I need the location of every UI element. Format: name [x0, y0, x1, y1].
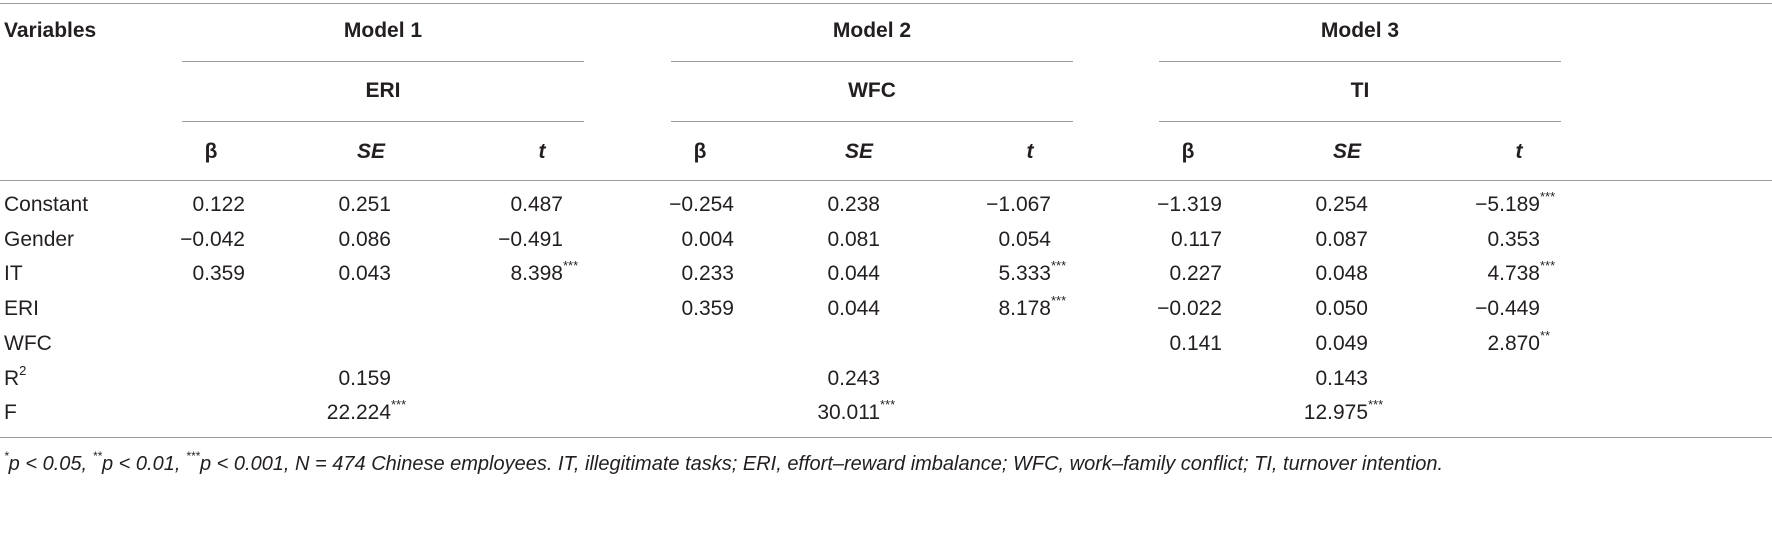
m1-se-header: SE: [356, 140, 386, 163]
summary-label-sup: 2: [19, 363, 27, 378]
model-3-rule: [1159, 61, 1561, 62]
row-label: WFC: [4, 332, 52, 355]
m3-t-header: t: [1515, 140, 1523, 163]
table-cell: 0.087: [1315, 228, 1368, 251]
table-cell: 0.227: [1169, 262, 1222, 285]
model-2-outcome: WFC: [848, 79, 896, 102]
table-cell: 0.044: [827, 297, 880, 320]
row-label: Gender: [4, 228, 75, 251]
header-bottom-rule: [0, 180, 1772, 181]
model-1-rule: [182, 61, 584, 62]
summary-label-text: R: [4, 367, 20, 390]
table-cell: 0.359: [681, 297, 734, 320]
summary-cell: 30.011***: [817, 397, 896, 424]
table-cell: 0.004: [681, 228, 734, 251]
table-cell: 0.048: [1315, 262, 1368, 285]
model-2-title: Model 2: [832, 19, 912, 42]
table-cell: 0.086: [338, 228, 391, 251]
model-2-rule-2: [671, 121, 1073, 122]
table-cell: −5.189***: [1475, 189, 1556, 216]
summary-cell: 0.143: [1315, 367, 1368, 390]
table-cell: −1.319: [1157, 193, 1222, 216]
table-cell: 4.738***: [1487, 258, 1556, 285]
top-rule: [0, 3, 1772, 4]
table-cell: 0.117: [1171, 228, 1222, 251]
table-cell: 0.049: [1315, 332, 1368, 355]
summary-row-label: R2: [4, 364, 26, 391]
m1-beta-header: β: [204, 140, 218, 163]
table-cell: −0.254: [669, 193, 734, 216]
summary-label-text: F: [4, 401, 17, 424]
model-1-rule-2: [182, 121, 584, 122]
stub-header: Variables: [4, 19, 97, 42]
table-cell: 0.359: [192, 262, 245, 285]
table-cell: −0.449: [1475, 297, 1540, 320]
summary-cell: 22.224***: [326, 397, 407, 424]
m2-beta-header: β: [693, 140, 707, 163]
row-label: Constant: [4, 193, 89, 216]
row-label: IT: [4, 262, 23, 285]
table-cell: 0.233: [681, 262, 734, 285]
table-cell: 0.251: [338, 193, 391, 216]
table-cell: 0.044: [827, 262, 880, 285]
table-cell: −0.022: [1157, 297, 1222, 320]
m1-t-header: t: [538, 140, 546, 163]
model-3-outcome: TI: [1350, 79, 1370, 102]
table-cell: 0.050: [1315, 297, 1368, 320]
note-sig3: p < 0.001, N = 474 Chinese employees. IT…: [199, 453, 1444, 475]
table-cell: 0.081: [827, 228, 880, 251]
table-cell: 8.398***: [510, 258, 579, 285]
model-1-outcome: ERI: [365, 79, 401, 102]
table-cell: 5.333***: [998, 258, 1067, 285]
m3-se-header: SE: [1332, 140, 1362, 163]
summary-cell: 0.159: [338, 367, 391, 390]
table-cell: 0.238: [827, 193, 880, 216]
summary-cell: 0.243: [827, 367, 880, 390]
note-sig2: p < 0.01,: [101, 453, 186, 475]
table-cell: 0.487: [510, 193, 563, 216]
model-2-rule: [671, 61, 1073, 62]
model-3-rule-2: [1159, 121, 1561, 122]
table-cell: 8.178***: [998, 293, 1067, 320]
summary-cell: 12.975***: [1303, 397, 1384, 424]
note-sig1: p < 0.05,: [8, 453, 93, 475]
note-sig2-mark: **: [92, 449, 102, 464]
summary-row-label: F: [4, 401, 17, 425]
table-cell: 0.122: [192, 193, 245, 216]
table-cell: 0.254: [1315, 193, 1368, 216]
bottom-rule: [0, 437, 1772, 438]
m2-se-header: SE: [844, 140, 874, 163]
note-sig3-mark: ***: [185, 449, 200, 464]
table-cell: 0.141: [1169, 332, 1222, 355]
table-cell: −0.491: [498, 228, 563, 251]
table-cell: 0.353: [1487, 228, 1540, 251]
note-sig1-mark: *: [4, 449, 9, 464]
m2-t-header: t: [1026, 140, 1034, 163]
m3-beta-header: β: [1181, 140, 1195, 163]
model-1-title: Model 1: [343, 19, 423, 42]
table-cell: −1.067: [986, 193, 1051, 216]
table-cell: −0.042: [180, 228, 245, 251]
table-note: *p < 0.05, **p < 0.01, ***p < 0.001, N =…: [4, 449, 1444, 476]
model-3-title: Model 3: [1320, 19, 1400, 42]
row-label: ERI: [4, 297, 40, 320]
table-cell: 0.054: [998, 228, 1051, 251]
table-cell: 2.870**: [1487, 328, 1551, 355]
table-cell: 0.043: [338, 262, 391, 285]
